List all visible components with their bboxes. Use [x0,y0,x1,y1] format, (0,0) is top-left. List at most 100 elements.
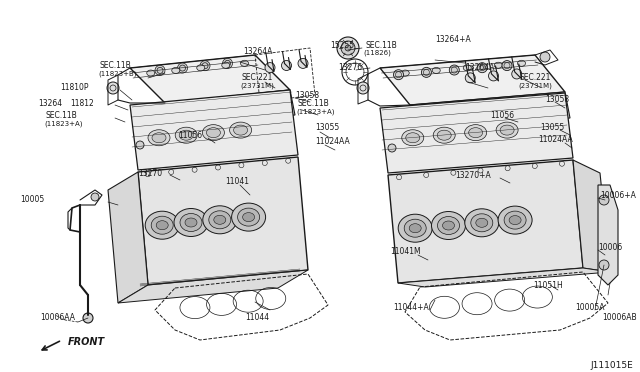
Ellipse shape [174,208,208,237]
Text: 13276: 13276 [338,64,362,73]
Text: 11024AA: 11024AA [315,138,349,147]
Polygon shape [380,55,565,105]
Text: (11826): (11826) [363,50,391,56]
Text: (23731M): (23731M) [240,83,274,89]
Ellipse shape [431,212,465,240]
Circle shape [337,37,359,59]
Ellipse shape [438,217,460,234]
Text: 13264: 13264 [38,99,62,108]
Circle shape [502,61,512,71]
Ellipse shape [518,60,525,66]
Circle shape [341,41,355,55]
Text: 13270+A: 13270+A [455,170,491,180]
Text: (11823+B): (11823+B) [98,71,136,77]
Ellipse shape [463,65,471,71]
Text: 10005: 10005 [20,196,44,205]
Text: 11041M: 11041M [390,247,420,257]
Ellipse shape [232,203,266,231]
Text: 11810P: 11810P [60,83,88,93]
Polygon shape [573,160,610,272]
Text: 11051H: 11051H [533,280,563,289]
Polygon shape [118,270,308,303]
Polygon shape [398,268,610,287]
Text: 10006AA: 10006AA [40,314,75,323]
Ellipse shape [206,128,220,138]
Ellipse shape [145,211,179,239]
Text: 15255: 15255 [330,41,354,49]
Text: 11044+A: 11044+A [393,304,429,312]
Text: 13055: 13055 [540,124,564,132]
Ellipse shape [214,215,226,224]
Circle shape [465,73,476,83]
Text: 13058: 13058 [545,96,569,105]
Polygon shape [380,93,573,173]
Ellipse shape [432,67,440,73]
Ellipse shape [401,70,409,76]
Text: 10006AB: 10006AB [602,314,637,323]
Circle shape [599,195,609,205]
Circle shape [265,62,275,73]
Ellipse shape [406,133,420,143]
Circle shape [477,62,487,73]
Text: 13058: 13058 [295,90,319,99]
Ellipse shape [442,221,454,230]
Circle shape [91,193,99,201]
Circle shape [136,141,144,149]
Ellipse shape [175,127,197,143]
Text: (11823+A): (11823+A) [296,109,335,115]
Polygon shape [130,55,290,103]
Ellipse shape [241,60,248,66]
Ellipse shape [209,211,231,229]
Polygon shape [108,172,148,303]
Ellipse shape [437,130,451,140]
Polygon shape [130,90,298,170]
Ellipse shape [237,208,260,226]
Text: 11812: 11812 [70,99,93,108]
Circle shape [345,45,351,51]
Text: 10005A: 10005A [575,304,605,312]
Text: 11056: 11056 [178,131,202,140]
Text: 13264A: 13264A [465,64,494,73]
Ellipse shape [147,70,155,76]
Ellipse shape [471,214,493,232]
Text: SEC.11B: SEC.11B [46,110,77,119]
Ellipse shape [504,211,526,229]
Text: 11024AA: 11024AA [538,135,573,144]
Circle shape [83,313,93,323]
Ellipse shape [180,214,202,231]
Circle shape [155,65,165,76]
Text: (11823+A): (11823+A) [44,121,83,127]
Ellipse shape [433,127,455,143]
Ellipse shape [465,125,486,141]
Ellipse shape [500,125,514,135]
Ellipse shape [404,219,426,237]
Text: (23731M): (23731M) [518,83,552,89]
Text: FRONT: FRONT [68,337,105,347]
Ellipse shape [465,209,499,237]
Circle shape [512,69,522,79]
Circle shape [421,67,431,77]
Text: 13270: 13270 [138,169,162,177]
Ellipse shape [402,130,424,146]
Text: 13055: 13055 [315,124,339,132]
Text: SEC.11B: SEC.11B [298,99,330,109]
Polygon shape [410,92,570,131]
Ellipse shape [202,125,225,141]
Circle shape [540,52,550,62]
Ellipse shape [152,133,166,143]
Ellipse shape [468,128,483,138]
Ellipse shape [185,218,197,227]
Text: 13264A: 13264A [243,48,273,57]
Ellipse shape [151,216,173,234]
Ellipse shape [196,65,205,71]
Circle shape [200,61,210,71]
Text: 13264+A: 13264+A [435,35,471,45]
Text: SEC.11B: SEC.11B [365,41,397,49]
Circle shape [282,61,291,71]
Circle shape [599,260,609,270]
Polygon shape [598,185,618,285]
Ellipse shape [509,216,521,225]
Ellipse shape [496,122,518,138]
Ellipse shape [156,221,168,230]
Ellipse shape [179,130,193,140]
